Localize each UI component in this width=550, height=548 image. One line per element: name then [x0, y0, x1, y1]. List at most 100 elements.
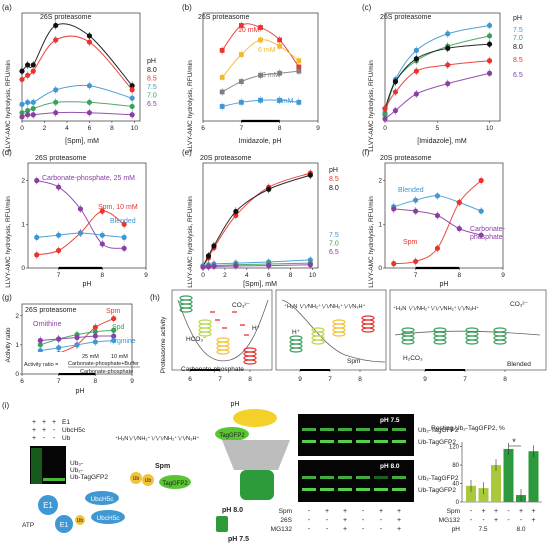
- schematic-box: [275, 289, 387, 371]
- gel-row-label: 26S: [280, 517, 292, 524]
- co3-label: CO₃²⁻: [510, 301, 529, 308]
- data-point: [445, 31, 451, 37]
- x-tick-label: 8: [503, 376, 507, 383]
- series-label: Spd: [112, 324, 125, 331]
- blot-sign: +: [42, 427, 46, 434]
- series-label: 1 mM: [276, 98, 294, 105]
- data-point-square: [238, 99, 244, 105]
- data-point: [25, 99, 31, 105]
- significance-star: *: [512, 437, 516, 447]
- panel-label: (b): [182, 3, 192, 12]
- data-point: [434, 212, 441, 219]
- bar: [478, 488, 489, 502]
- ubch5c-icon: [91, 510, 125, 524]
- gel-band-label: Ub₃-: [70, 460, 83, 467]
- data-point-square: [238, 23, 244, 28]
- data-point: [92, 324, 98, 330]
- x-tick-label: 8: [457, 272, 461, 279]
- data-point: [19, 76, 25, 83]
- x-tick-label: 8: [110, 125, 114, 132]
- blot-sign: +: [32, 435, 36, 442]
- data-point-square: [219, 104, 225, 109]
- panel-label: (i): [2, 401, 9, 410]
- panel-title: 26S proteasome: [198, 14, 249, 21]
- ubch5c-icon: [85, 491, 119, 505]
- x-tick-label: 8: [100, 272, 104, 279]
- bar-sign: +: [481, 508, 485, 515]
- gel-band: [392, 488, 406, 491]
- data-point: [233, 212, 239, 219]
- blot-sign: +: [32, 419, 36, 426]
- series-line: [21, 111, 133, 118]
- gel-sign: +: [343, 517, 347, 524]
- data-point: [412, 258, 419, 265]
- data-point: [34, 234, 40, 240]
- h-plus-label: H⁺: [292, 329, 301, 336]
- series-label: Blended: [398, 187, 424, 194]
- ratio-numerator: Carbonate-phosphate+Buffer: [68, 361, 139, 367]
- data-point: [19, 114, 25, 120]
- gel-sign: -: [308, 508, 311, 515]
- gel-band: [374, 440, 388, 443]
- data-point: [25, 72, 31, 78]
- series-line: [384, 43, 490, 109]
- series-label: phosphate: [470, 234, 503, 241]
- series-label: Spm, 10 mM: [98, 204, 138, 211]
- e1-icon: [38, 495, 58, 515]
- data-point: [486, 22, 493, 29]
- y-axis-label: LLVY-AMC hydrolysis, RFU/min: [187, 60, 194, 152]
- e1-icon: [55, 515, 73, 533]
- ubch5c-label: UbcH5c: [90, 496, 114, 503]
- data-point: [111, 337, 117, 344]
- legend-entry: 8.5: [513, 57, 523, 64]
- plot-frame: [202, 162, 319, 269]
- y-axis-label: LLVY-AMC hydrolysis, RFU/min: [368, 196, 375, 288]
- data-point: [86, 99, 93, 105]
- series-label: 3 mM: [262, 72, 280, 79]
- x-tick-label: 7: [328, 376, 332, 383]
- x-tick-label: 6: [88, 125, 92, 132]
- gel-band: [338, 476, 352, 479]
- series-line: [202, 174, 311, 267]
- proteasome-icon: [433, 339, 447, 345]
- bar: [528, 451, 539, 502]
- series-label: 6 mM: [258, 47, 276, 54]
- x-tick-label: 9: [130, 378, 134, 385]
- plot-frame: [384, 12, 501, 122]
- data-point: [56, 336, 62, 342]
- data-point: [478, 232, 484, 238]
- x-tick-label: 9: [501, 272, 505, 279]
- h2co3-label: H₂CO₃: [403, 355, 423, 362]
- taggfp2-icon: [215, 427, 249, 441]
- gel-band: [320, 440, 334, 443]
- x-tick-label: 7: [240, 125, 244, 132]
- data-point: [30, 112, 36, 118]
- panel-f: (f) 20S proteasome LLVY-AMC hydrolysis, RF…: [362, 148, 506, 288]
- taggfp2-label: TagGFP2: [219, 433, 245, 439]
- spermine-structure: ⁺H₃N ∖∕∖∕NH₂⁺∖∕∖∕∖∕NH₂⁺∖∕∖∕N₃H⁺: [393, 305, 479, 312]
- panel-title: 26S proteasome: [25, 307, 76, 314]
- legend-entry: 8.0: [513, 44, 523, 51]
- gel-row-label: MG132: [271, 526, 293, 533]
- data-point-square: [296, 99, 302, 105]
- data-point: [413, 68, 419, 74]
- bar-sign: -: [520, 517, 523, 524]
- data-point: [53, 99, 59, 105]
- data-point: [307, 262, 313, 268]
- data-point-square: [277, 70, 283, 76]
- data-point: [412, 197, 419, 203]
- x-tick-label: 6: [188, 376, 192, 383]
- x-tick-label: 8: [289, 272, 293, 279]
- data-point: [413, 47, 419, 53]
- gel-ph-label: pH 7.5: [380, 417, 400, 424]
- gel-band: [392, 440, 406, 443]
- data-point: [412, 208, 419, 214]
- legend-entry: 7.0: [513, 35, 523, 42]
- data-point: [53, 22, 59, 29]
- x-tick-label: 0: [383, 125, 387, 132]
- data-point: [74, 342, 80, 348]
- gel-sign: -: [308, 517, 311, 524]
- data-point: [53, 110, 59, 116]
- blended-curve: [394, 330, 541, 336]
